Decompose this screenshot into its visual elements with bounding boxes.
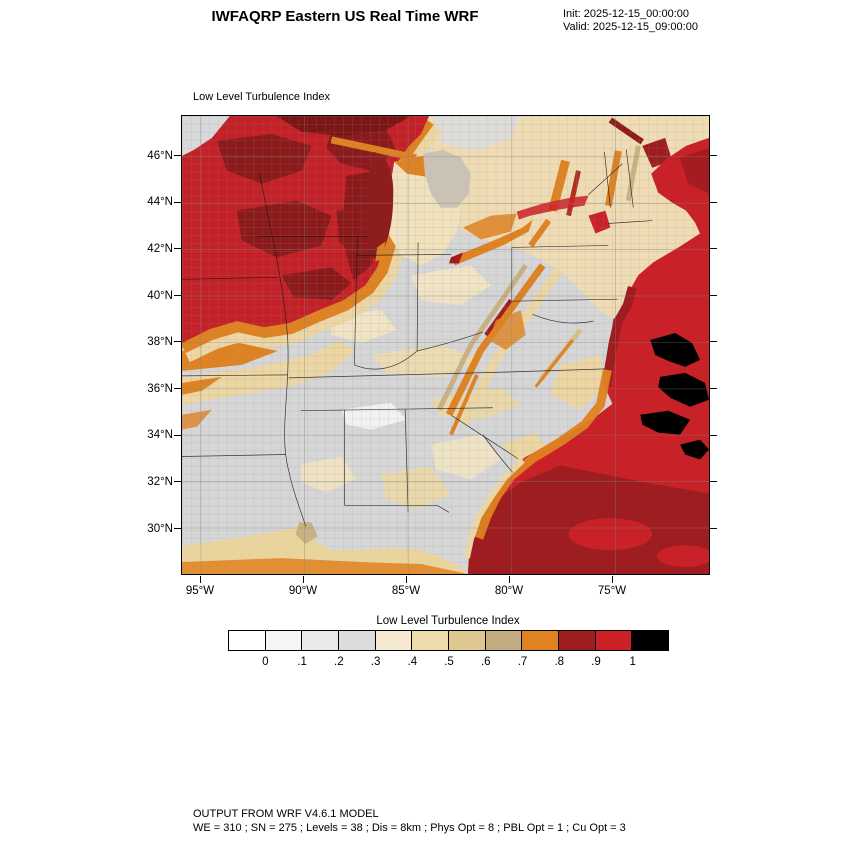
y-axis-tick <box>710 248 717 249</box>
colorbar-tick-label: .6 <box>480 656 491 668</box>
y-axis-tick <box>174 155 181 156</box>
y-axis-label: 38°N <box>147 336 173 348</box>
y-axis-tick <box>174 248 181 249</box>
colorbar-tick-label: .8 <box>554 656 565 668</box>
colorbar-cell <box>448 630 486 651</box>
colorbar-cell <box>264 630 303 651</box>
y-axis-label: 30°N <box>147 523 173 535</box>
y-axis-tick <box>710 481 717 482</box>
colorbar-tick-label: 1 <box>629 656 636 668</box>
y-axis-label: 46°N <box>147 150 173 162</box>
y-axis-label: 36°N <box>147 383 173 395</box>
colorbar-cell <box>631 630 670 651</box>
y-axis-tick <box>710 155 717 156</box>
colorbar-title: Low Level Turbulence Index <box>376 615 520 627</box>
turbulence-map <box>181 115 710 575</box>
x-axis-tick <box>200 576 201 583</box>
y-axis-tick <box>710 295 717 296</box>
colorbar-tick-label: .2 <box>334 656 344 668</box>
y-axis-tick <box>174 202 181 203</box>
y-axis-label: 40°N <box>147 290 173 302</box>
x-axis-tick <box>509 576 510 583</box>
y-axis-tick <box>710 388 717 389</box>
map-field-label: Low Level Turbulence Index <box>193 91 330 103</box>
colorbar-cell <box>374 630 413 651</box>
init-time-label: Init: 2025-12-15_00:00:00 <box>563 8 689 20</box>
colorbar-tick-label: .5 <box>444 656 454 668</box>
x-axis-tick <box>406 576 407 583</box>
y-axis-tick <box>710 341 717 342</box>
valid-time-label: Valid: 2025-12-15_09:00:00 <box>563 21 698 33</box>
x-axis-tick <box>303 576 304 583</box>
colorbar-cell <box>521 630 560 651</box>
colorbar-cell <box>411 630 450 651</box>
x-axis-label: 80°W <box>494 585 524 597</box>
colorbar-cell <box>301 630 340 651</box>
page-title: IWFAQRP Eastern US Real Time WRF <box>211 8 479 25</box>
y-axis-tick <box>174 295 181 296</box>
y-axis-tick <box>174 528 181 529</box>
x-axis-label: 90°W <box>288 585 318 597</box>
footer-model-line: OUTPUT FROM WRF V4.6.1 MODEL <box>193 808 379 820</box>
x-axis-label: 75°W <box>597 585 627 597</box>
colorbar-cell <box>484 630 523 651</box>
y-axis-tick <box>174 481 181 482</box>
colorbar-tick-label: .7 <box>517 656 528 668</box>
colorbar-tick-label: .9 <box>591 656 601 668</box>
colorbar-cell <box>594 630 633 651</box>
turbulence-map-graphic <box>182 116 709 574</box>
y-axis-tick <box>174 341 181 342</box>
colorbar-cell <box>338 630 376 651</box>
x-axis-label: 85°W <box>391 585 421 597</box>
y-axis-tick <box>710 435 717 436</box>
y-axis-tick <box>174 435 181 436</box>
y-axis-label: 32°N <box>147 476 173 488</box>
y-axis-label: 42°N <box>147 243 173 255</box>
colorbar-cell <box>228 630 266 651</box>
x-axis-tick <box>612 576 613 583</box>
y-axis-tick <box>174 388 181 389</box>
y-axis-label: 34°N <box>147 429 173 441</box>
colorbar-cell <box>558 630 596 651</box>
x-axis-label: 95°W <box>185 585 215 597</box>
colorbar-tick-label: .4 <box>407 656 418 668</box>
colorbar-tick-labels: 0 .1 .2 .3 .4 .5 .6 .7 .8 .9 1 <box>247 656 651 668</box>
colorbar <box>228 630 670 651</box>
colorbar-tick-label: .3 <box>370 656 381 668</box>
y-axis-label: 44°N <box>147 196 173 208</box>
y-axis-tick <box>710 202 717 203</box>
colorbar-tick-label: 0 <box>262 656 269 668</box>
y-axis-tick <box>710 528 717 529</box>
footer-config-line: WE = 310 ; SN = 275 ; Levels = 38 ; Dis … <box>193 822 626 834</box>
colorbar-tick-label: .1 <box>297 656 307 668</box>
